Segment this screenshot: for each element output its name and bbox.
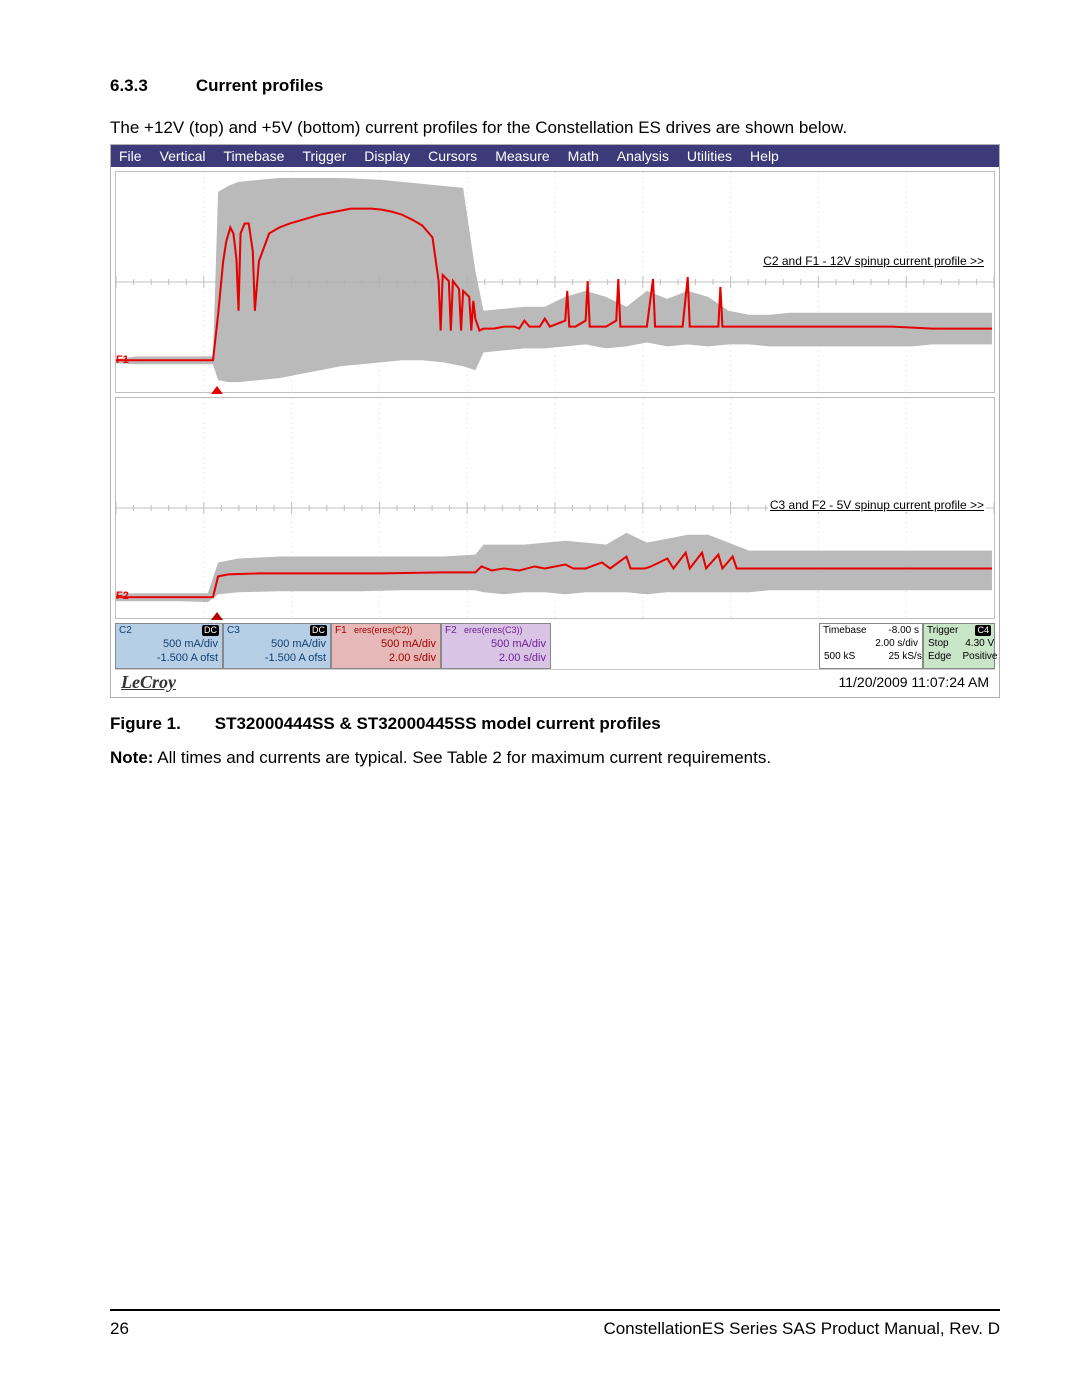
channel-badge-f1: F1 [114, 354, 131, 366]
plot-panel-12v: C2 and F1 - 12V spinup current profile >… [115, 171, 995, 393]
info-box-timebase: Timebase-8.00 s2.00 s/div 500 kS 25 kS/s [819, 623, 923, 669]
page-footer: 26 ConstellationES Series SAS Product Ma… [110, 1309, 1000, 1339]
menu-timebase[interactable]: Timebase [223, 148, 284, 164]
info-box-c2: C2DC500 mA/div -1.500 A ofst [115, 623, 223, 669]
info-box-c3: C3DC500 mA/div -1.500 A ofst [223, 623, 331, 669]
figure-caption: Figure 1. ST32000444SS & ST32000445SS mo… [110, 714, 1000, 734]
scope-menubar: File Vertical Timebase Trigger Display Cursor… [111, 145, 999, 167]
menu-trigger[interactable]: Trigger [302, 148, 346, 164]
menu-help[interactable]: Help [750, 148, 779, 164]
scope-bottom-bar: C2DC500 mA/div -1.500 A ofstC3DC500 mA/d… [115, 623, 995, 669]
oscilloscope-screenshot: File Vertical Timebase Trigger Display Cursor… [110, 144, 1000, 698]
menu-display[interactable]: Display [364, 148, 410, 164]
menu-file[interactable]: File [119, 148, 142, 164]
section-number: 6.3.3 [110, 76, 148, 96]
plot-svg-12v [116, 172, 994, 392]
plot-annotation-5v: C3 and F2 - 5V spinup current profile >> [768, 498, 986, 512]
info-box-f2: F2eres(eres(C3))500 mA/div 2.00 s/div [441, 623, 551, 669]
menu-vertical[interactable]: Vertical [160, 148, 206, 164]
menu-analysis[interactable]: Analysis [617, 148, 669, 164]
note-text: Note: All times and currents are typical… [110, 748, 1000, 768]
figure-text: ST32000444SS & ST32000445SS model curren… [215, 714, 661, 733]
footer-title: ConstellationES Series SAS Product Manua… [603, 1319, 1000, 1339]
note-body: All times and currents are typical. See … [153, 748, 771, 767]
plot-panel-5v: C3 and F2 - 5V spinup current profile >>… [115, 397, 995, 619]
menu-measure[interactable]: Measure [495, 148, 549, 164]
section-heading: 6.3.3 Current profiles [110, 76, 1000, 96]
info-box-f1: F1eres(eres(C2))500 mA/div 2.00 s/div [331, 623, 441, 669]
lecroy-logo: LeCroy [121, 672, 176, 693]
section-title: Current profiles [196, 76, 324, 96]
scope-logo-row: LeCroy 11/20/2009 11:07:24 AM [115, 669, 995, 695]
menu-cursors[interactable]: Cursors [428, 148, 477, 164]
menu-math[interactable]: Math [568, 148, 599, 164]
plot-annotation-12v: C2 and F1 - 12V spinup current profile >… [761, 254, 986, 268]
page-number: 26 [110, 1319, 129, 1339]
scope-timestamp: 11/20/2009 11:07:24 AM [839, 674, 990, 690]
menu-utilities[interactable]: Utilities [687, 148, 732, 164]
note-label: Note: [110, 748, 153, 767]
figure-number: Figure 1. [110, 714, 210, 734]
trigger-marker-1 [211, 386, 223, 394]
channel-badge-f2: F2 [114, 590, 131, 602]
intro-text: The +12V (top) and +5V (bottom) current … [110, 118, 1000, 138]
info-box-trigger: TriggerC4Stop 4.30 V Edge Positive [923, 623, 995, 669]
trigger-marker-2 [211, 612, 223, 620]
